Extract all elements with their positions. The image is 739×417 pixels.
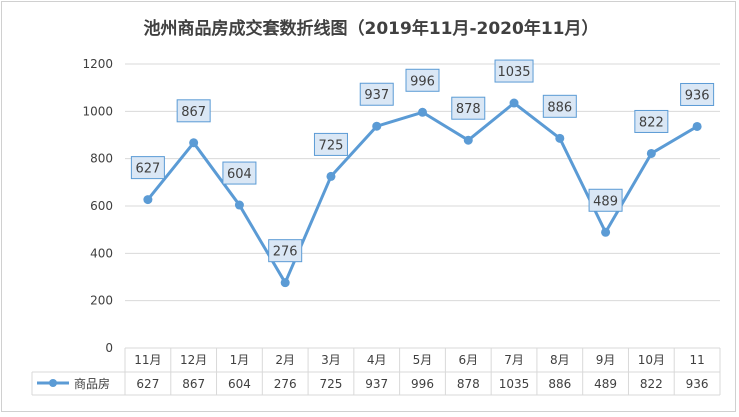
table-value-cell: 725 [320, 377, 343, 391]
table-value-cell: 627 [136, 377, 159, 391]
table-value-cell: 867 [182, 377, 205, 391]
data-label: 725 [319, 138, 344, 153]
table-value-cell: 937 [365, 377, 388, 391]
table-value-cell: 276 [274, 377, 297, 391]
x-category-label: 12月 [180, 353, 207, 367]
data-point [555, 133, 565, 143]
data-label-box [176, 99, 211, 123]
legend-marker-icon [49, 379, 57, 387]
y-tick-label: 400 [90, 246, 113, 260]
data-label: 276 [273, 245, 298, 260]
data-point [280, 278, 290, 288]
x-category-label: 9月 [596, 353, 616, 367]
y-tick-label: 800 [90, 152, 113, 166]
data-point [143, 195, 153, 205]
x-category-label: 2月 [275, 353, 295, 367]
y-tick-label: 1000 [82, 104, 113, 118]
table-value-cell: 996 [411, 377, 434, 391]
y-tick-label: 0 [105, 341, 113, 355]
table-value-cell: 936 [686, 377, 709, 391]
x-category-label: 8月 [550, 353, 570, 367]
data-table: 11月 627 12月 867 1月 604 2月 276 3月 725 4月 937 5月 996 6月 8… [31, 347, 721, 396]
x-category-label: 4月 [367, 353, 387, 367]
y-tick-label: 600 [90, 199, 113, 213]
data-label: 822 [639, 115, 664, 130]
data-labels: 627 867 604 276 725 937 996 878 1035 886 489 822 936 [130, 59, 715, 263]
x-category-label: 11 [689, 353, 704, 367]
data-point [601, 227, 611, 237]
y-tick-label: 200 [90, 294, 113, 308]
data-point [189, 138, 199, 148]
y-tick-label: 1200 [82, 57, 113, 71]
table-value-cell: 604 [228, 377, 251, 391]
data-label-box [268, 239, 303, 263]
data-label: 604 [227, 167, 252, 182]
x-category-label: 6月 [458, 353, 478, 367]
series-line-layer [143, 98, 702, 288]
x-category-label: 1月 [230, 353, 250, 367]
data-point [463, 135, 473, 145]
data-label: 867 [181, 105, 206, 120]
data-label-box [494, 59, 534, 83]
table-value-cell: 878 [457, 377, 480, 391]
data-point [509, 98, 519, 108]
data-label-box [222, 161, 257, 185]
table-value-cell: 1035 [499, 377, 530, 391]
data-label: 1035 [497, 65, 530, 80]
x-category-label: 10月 [638, 353, 665, 367]
x-category-label: 11月 [134, 353, 161, 367]
data-label-box [634, 109, 669, 133]
data-label: 627 [135, 162, 160, 177]
y-axis-ticks: 0 200 400 600 800 1000 1200 [82, 57, 113, 355]
data-label: 996 [410, 74, 435, 89]
data-point [326, 171, 336, 181]
chart-title: 池州商品房成交套数折线图（2019年11月-2020年11月） [144, 18, 599, 39]
data-label-box [130, 156, 165, 180]
data-label: 878 [456, 102, 481, 117]
table-value-cell: 489 [594, 377, 617, 391]
table-value-cell: 822 [640, 377, 663, 391]
data-label: 489 [593, 194, 618, 209]
data-label-box [680, 82, 715, 106]
data-point [418, 107, 427, 117]
data-label-box [451, 96, 486, 120]
x-category-label: 7月 [504, 353, 524, 367]
data-label-box [542, 94, 577, 118]
data-label-box [588, 188, 623, 212]
x-category-label: 3月 [321, 353, 341, 367]
data-label-box [359, 82, 394, 106]
data-label: 937 [364, 88, 389, 103]
data-point [234, 200, 244, 210]
data-label-box [405, 68, 440, 92]
data-point [646, 148, 656, 158]
data-point [372, 121, 382, 131]
data-label: 886 [547, 100, 572, 115]
legend-series-name: 商品房 [74, 376, 110, 391]
table-value-cell: 886 [548, 377, 571, 391]
data-label-box [313, 132, 348, 156]
data-label: 936 [685, 88, 710, 103]
x-category-label: 5月 [413, 353, 433, 367]
data-point [692, 121, 702, 131]
gridlines [125, 63, 720, 302]
